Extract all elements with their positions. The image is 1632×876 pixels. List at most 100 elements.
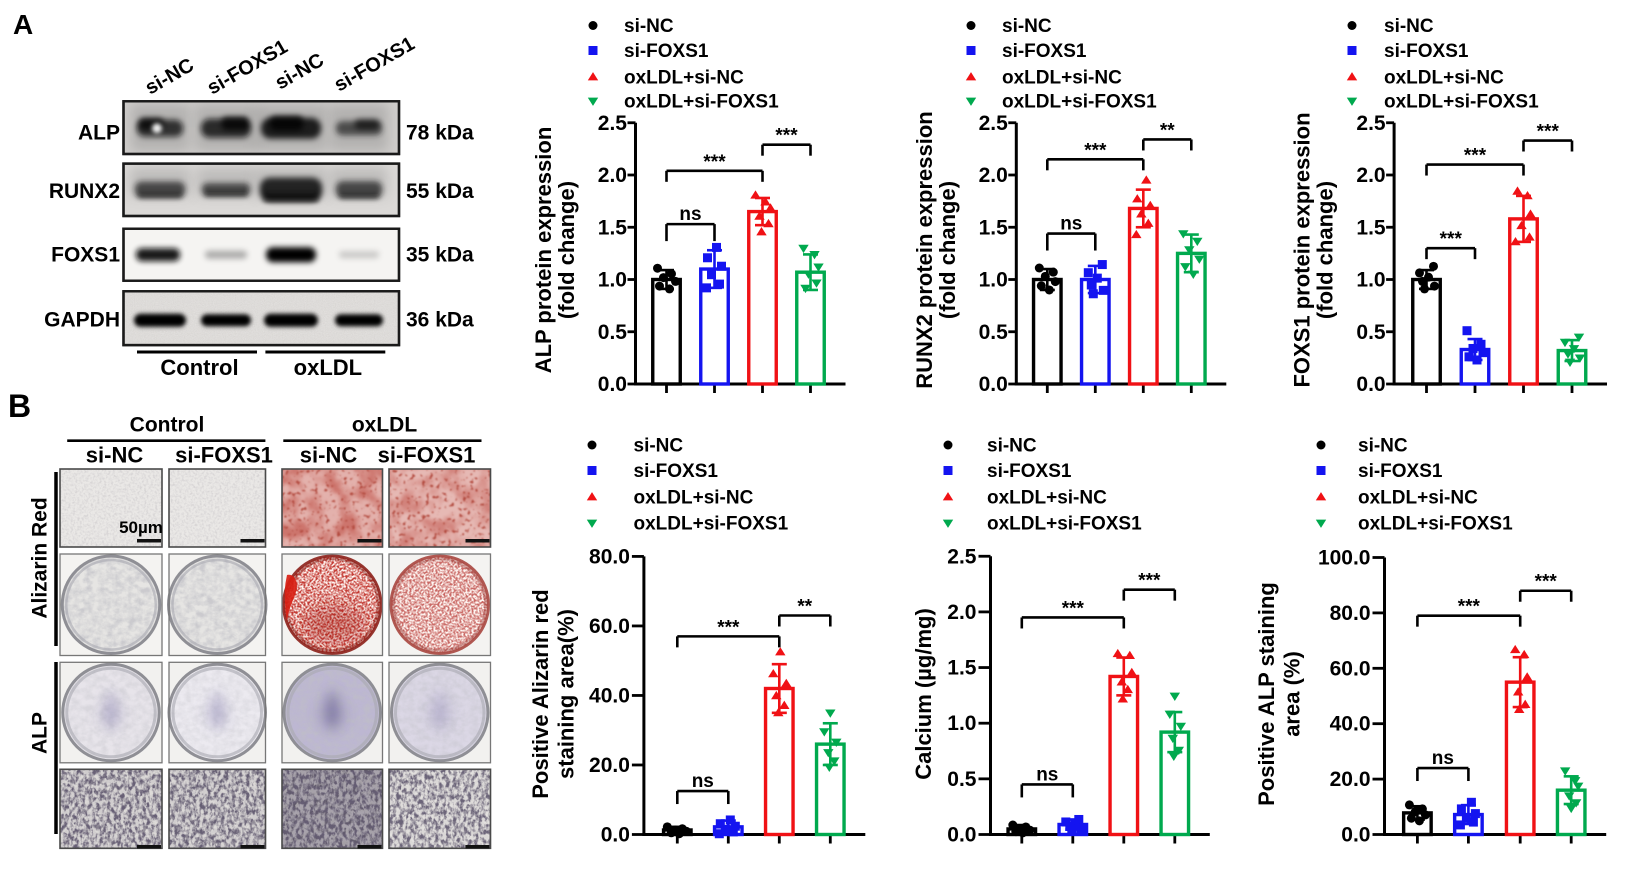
svg-text:2.0: 2.0 xyxy=(947,601,976,624)
svg-text:20.0: 20.0 xyxy=(589,754,630,777)
svg-text:40.0: 40.0 xyxy=(589,684,630,707)
svg-text:oxLDL+si-FOXS1: oxLDL+si-FOXS1 xyxy=(1358,514,1513,535)
svg-text:Control: Control xyxy=(130,414,205,437)
svg-text:oxLDL+si-NC: oxLDL+si-NC xyxy=(1002,68,1122,89)
svg-text:2.5: 2.5 xyxy=(947,545,977,568)
svg-text:B: B xyxy=(8,388,31,424)
svg-text:GAPDH: GAPDH xyxy=(44,308,120,331)
svg-text:RUNX2 protein expression: RUNX2 protein expression xyxy=(912,111,937,389)
svg-text:1.0: 1.0 xyxy=(947,712,976,735)
svg-text:si-FOXS1: si-FOXS1 xyxy=(378,443,476,468)
svg-text:2.0: 2.0 xyxy=(598,164,627,187)
svg-text:ALP: ALP xyxy=(29,712,52,754)
svg-text:80.0: 80.0 xyxy=(1330,602,1371,625)
svg-text:Positive ALP staining: Positive ALP staining xyxy=(1254,582,1279,806)
svg-text:55 kDa: 55 kDa xyxy=(406,180,474,203)
svg-text:oxLDL+si-FOXS1: oxLDL+si-FOXS1 xyxy=(634,514,789,535)
svg-text:0.0: 0.0 xyxy=(979,373,1008,396)
svg-text:si-FOXS1: si-FOXS1 xyxy=(1384,41,1469,62)
svg-text:si-FOXS1: si-FOXS1 xyxy=(624,41,709,62)
svg-text:2.5: 2.5 xyxy=(979,112,1009,135)
svg-text:0.5: 0.5 xyxy=(1356,321,1386,344)
svg-text:Control: Control xyxy=(160,355,238,380)
svg-text:oxLDL+si-FOXS1: oxLDL+si-FOXS1 xyxy=(624,92,779,113)
svg-text:0.0: 0.0 xyxy=(598,373,627,396)
svg-text:ns: ns xyxy=(1432,748,1454,769)
svg-text:ns: ns xyxy=(1036,764,1058,785)
svg-text:oxLDL+si-NC: oxLDL+si-NC xyxy=(1384,68,1504,89)
svg-text:Positive Alizarin red: Positive Alizarin red xyxy=(528,589,553,798)
svg-text:(fold change): (fold change) xyxy=(935,181,960,319)
svg-text:oxLDL: oxLDL xyxy=(294,355,362,380)
svg-text:0.0: 0.0 xyxy=(1341,824,1370,847)
svg-text:oxLDL+si-FOXS1: oxLDL+si-FOXS1 xyxy=(1384,92,1539,113)
svg-text:oxLDL+si-FOXS1: oxLDL+si-FOXS1 xyxy=(987,514,1142,535)
svg-text:50µm: 50µm xyxy=(119,518,163,537)
svg-text:***: *** xyxy=(703,152,726,173)
svg-text:35 kDa: 35 kDa xyxy=(406,244,474,267)
svg-text:ALP: ALP xyxy=(78,122,120,145)
svg-text:36 kDa: 36 kDa xyxy=(406,308,474,331)
svg-text:staining area(%): staining area(%) xyxy=(553,609,578,779)
svg-text:FOXS1 protein expression: FOXS1 protein expression xyxy=(1290,112,1315,387)
svg-text:***: *** xyxy=(717,617,740,638)
svg-text:oxLDL+si-NC: oxLDL+si-NC xyxy=(1358,488,1478,509)
svg-text:si-NC: si-NC xyxy=(634,436,684,457)
svg-text:1.5: 1.5 xyxy=(598,216,628,239)
svg-text:A: A xyxy=(13,9,33,40)
svg-text:si-NC: si-NC xyxy=(1384,16,1434,37)
svg-text:si-FOXS1: si-FOXS1 xyxy=(634,461,719,482)
svg-text:Alizarin Red: Alizarin Red xyxy=(29,497,52,618)
svg-text:20.0: 20.0 xyxy=(1330,768,1371,791)
svg-text:**: ** xyxy=(1160,120,1175,141)
svg-text:si-NC: si-NC xyxy=(1358,436,1408,457)
svg-text:***: *** xyxy=(775,126,798,147)
svg-text:si-NC: si-NC xyxy=(1002,16,1052,37)
svg-text:1.5: 1.5 xyxy=(947,657,977,680)
svg-text:2.0: 2.0 xyxy=(979,164,1008,187)
svg-text:0.0: 0.0 xyxy=(601,824,630,847)
svg-text:***: *** xyxy=(1440,229,1463,250)
svg-text:***: *** xyxy=(1535,572,1558,593)
svg-text:78 kDa: 78 kDa xyxy=(406,122,474,145)
svg-text:1.0: 1.0 xyxy=(979,269,1008,292)
svg-text:***: *** xyxy=(1062,598,1085,619)
svg-text:1.5: 1.5 xyxy=(979,216,1009,239)
svg-text:si-FOXS1: si-FOXS1 xyxy=(1358,461,1443,482)
svg-text:area (%): area (%) xyxy=(1279,651,1304,737)
svg-text:(fold change): (fold change) xyxy=(554,181,579,319)
svg-text:ns: ns xyxy=(679,204,701,225)
svg-text:ns: ns xyxy=(692,771,714,792)
svg-text:40.0: 40.0 xyxy=(1330,713,1371,736)
svg-text:RUNX2: RUNX2 xyxy=(49,180,120,203)
svg-text:60.0: 60.0 xyxy=(589,615,630,638)
svg-text:**: ** xyxy=(797,597,812,618)
svg-text:0.5: 0.5 xyxy=(947,768,977,791)
svg-text:si-FOXS1: si-FOXS1 xyxy=(1002,41,1087,62)
svg-text:FOXS1: FOXS1 xyxy=(51,244,120,267)
svg-text:oxLDL+si-NC: oxLDL+si-NC xyxy=(624,68,744,89)
svg-text:Calcium (µg/mg): Calcium (µg/mg) xyxy=(911,608,936,780)
svg-text:***: *** xyxy=(1084,140,1107,161)
svg-text:0.0: 0.0 xyxy=(1356,373,1385,396)
svg-text:si-NC: si-NC xyxy=(86,443,144,468)
svg-text:si-FOXS1: si-FOXS1 xyxy=(987,461,1072,482)
svg-text:60.0: 60.0 xyxy=(1330,657,1371,680)
svg-text:1.0: 1.0 xyxy=(598,269,627,292)
svg-text:si-FOXS1: si-FOXS1 xyxy=(175,443,273,468)
svg-text:oxLDL+si-FOXS1: oxLDL+si-FOXS1 xyxy=(1002,92,1157,113)
svg-text:1.5: 1.5 xyxy=(1356,216,1386,239)
svg-text:ns: ns xyxy=(1060,214,1082,235)
svg-text:2.5: 2.5 xyxy=(1356,112,1386,135)
svg-text:oxLDL: oxLDL xyxy=(352,414,418,437)
svg-text:si-NC: si-NC xyxy=(300,443,358,468)
svg-text:***: *** xyxy=(1458,597,1481,618)
svg-text:1.0: 1.0 xyxy=(1356,269,1385,292)
svg-text:100.0: 100.0 xyxy=(1318,547,1371,570)
svg-text:80.0: 80.0 xyxy=(589,545,630,568)
svg-text:0.0: 0.0 xyxy=(947,824,976,847)
svg-text:oxLDL+si-NC: oxLDL+si-NC xyxy=(987,488,1107,509)
svg-text:2.5: 2.5 xyxy=(598,112,628,135)
svg-text:si-NC: si-NC xyxy=(624,16,674,37)
svg-text:***: *** xyxy=(1138,571,1161,592)
